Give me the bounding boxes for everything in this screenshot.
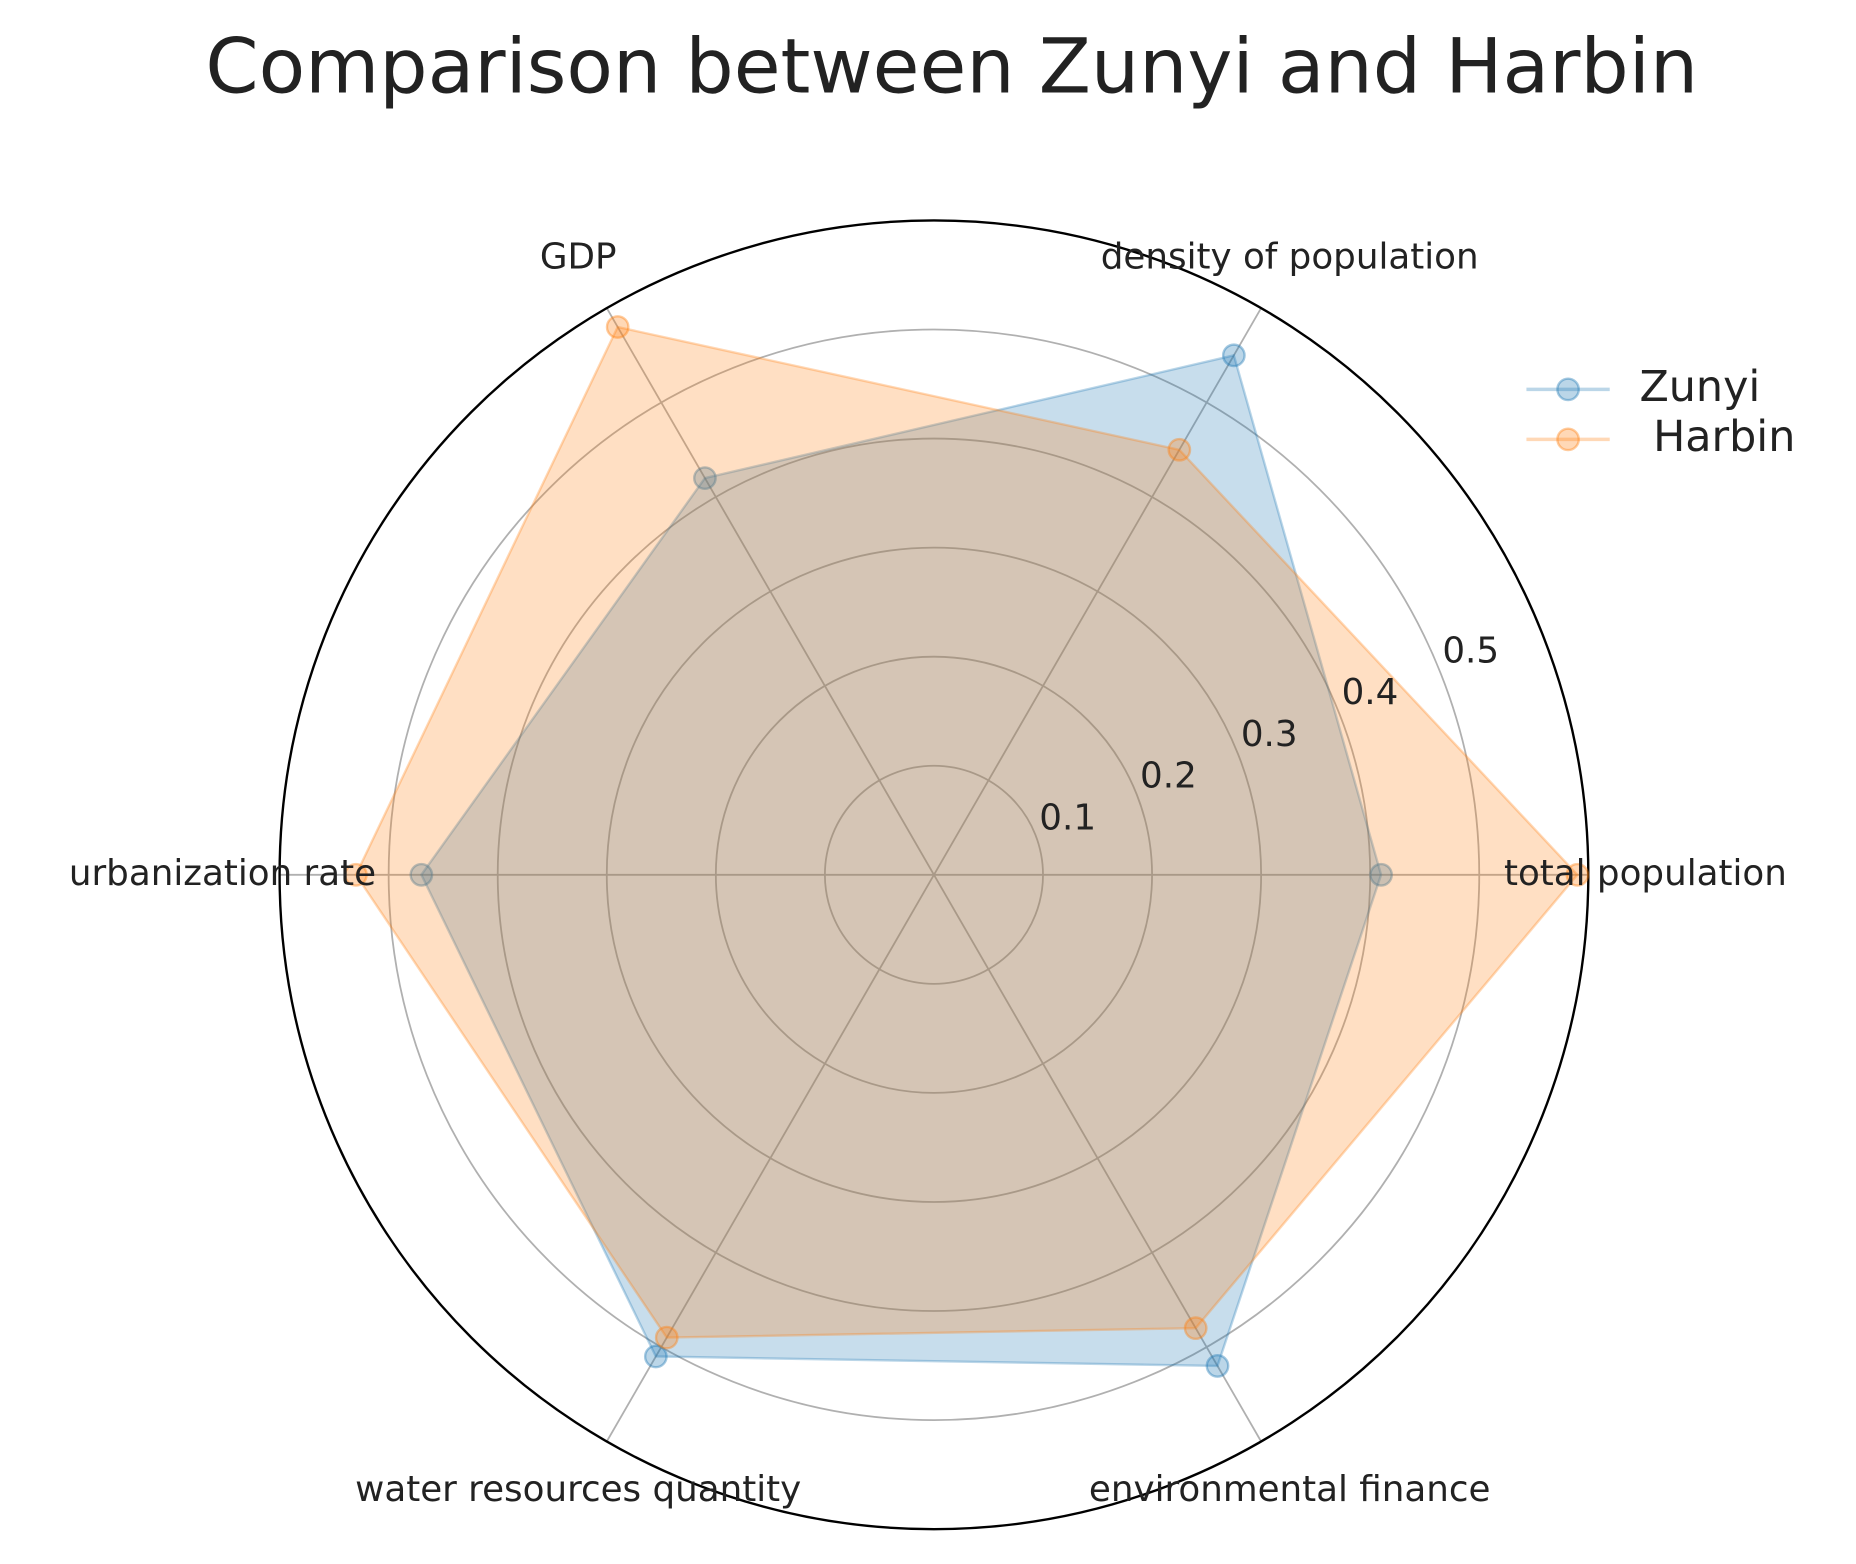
data-point <box>1167 437 1192 462</box>
category-label: water resources quantity <box>355 1469 801 1510</box>
category-label: total population <box>1504 853 1787 894</box>
r-tick-label: 0.1 <box>1039 797 1096 838</box>
data-point <box>1205 1354 1230 1378</box>
data-point <box>344 862 368 887</box>
category-label: density of population <box>1101 237 1479 278</box>
legend-label: Harbin <box>1639 412 1795 462</box>
outer-frame <box>278 219 1590 1531</box>
category-label: urbanization rate <box>69 853 376 894</box>
chart-title: Comparison between Zunyi and Harbin <box>205 22 1698 111</box>
data-point <box>643 1344 668 1369</box>
category-label: GDP <box>540 237 617 278</box>
data-point <box>654 1325 679 1350</box>
data-point <box>693 466 717 491</box>
spoke <box>933 307 1262 876</box>
data-point <box>605 315 630 339</box>
series-area <box>419 353 1383 1368</box>
r-tick-label: 0.3 <box>1241 714 1298 755</box>
legend-label: Zunyi <box>1639 362 1760 412</box>
spoke <box>605 307 935 876</box>
r-tick-label: 0.2 <box>1140 756 1197 797</box>
series-area <box>354 325 1579 1339</box>
data-point <box>1565 862 1590 887</box>
data-point <box>1221 343 1246 368</box>
legend-marker <box>1556 427 1580 452</box>
data-point <box>1183 1316 1208 1341</box>
data-point <box>1369 862 1393 887</box>
r-tick-label: 0.4 <box>1342 672 1399 713</box>
legend-marker <box>1556 377 1580 402</box>
category-label: environmental finance <box>1089 1469 1491 1510</box>
spoke <box>605 874 935 1442</box>
r-tick-label: 0.5 <box>1442 630 1499 671</box>
data-point <box>409 862 434 887</box>
spoke <box>933 874 1262 1442</box>
